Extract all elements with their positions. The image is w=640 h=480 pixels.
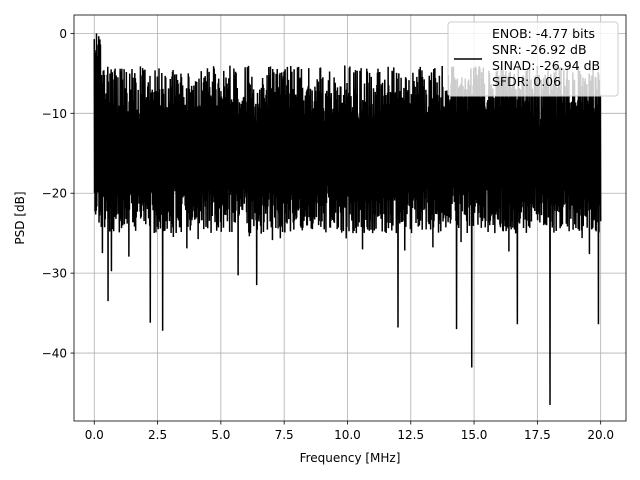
legend-sinad: SINAD: -26.94 dB <box>492 58 600 73</box>
x-tick-label: 20.0 <box>587 428 614 442</box>
plot-frame <box>73 14 627 422</box>
x-tick-label: 7.5 <box>275 428 294 442</box>
x-tick-label: 15.0 <box>461 428 488 442</box>
legend-sfdr: SFDR: 0.06 <box>492 74 561 89</box>
x-tick-label: 12.5 <box>397 428 424 442</box>
x-axis: 0.0 2.5 5.0 7.5 10.0 12.5 15.0 17.5 20.0 <box>85 421 614 442</box>
x-tick-label: 10.0 <box>334 428 361 442</box>
x-tick-label: 5.0 <box>211 428 230 442</box>
legend-box <box>447 21 619 97</box>
x-axis-label: Frequency [MHz] <box>300 451 401 465</box>
y-tick-label: −40 <box>42 347 67 361</box>
legend-snr: SNR: -26.92 dB <box>492 42 587 57</box>
x-tick-label: 0.0 <box>85 428 104 442</box>
legend: ENOB: -4.77 bits SNR: -26.92 dB SINAD: -… <box>447 21 619 97</box>
series-group <box>93 33 602 406</box>
x-tick-label: 17.5 <box>524 428 551 442</box>
y-axis-label: PSD [dB] <box>13 191 27 244</box>
x-tick-label: 2.5 <box>148 428 167 442</box>
y-tick-label: −20 <box>42 187 67 201</box>
y-axis: 0 −10 −20 −30 −40 <box>42 27 74 361</box>
y-tick-label: −10 <box>42 107 67 121</box>
legend-enob: ENOB: -4.77 bits <box>492 26 595 41</box>
y-tick-label: −30 <box>42 267 67 281</box>
psd-series-line <box>93 33 602 406</box>
y-tick-label: 0 <box>59 27 67 41</box>
